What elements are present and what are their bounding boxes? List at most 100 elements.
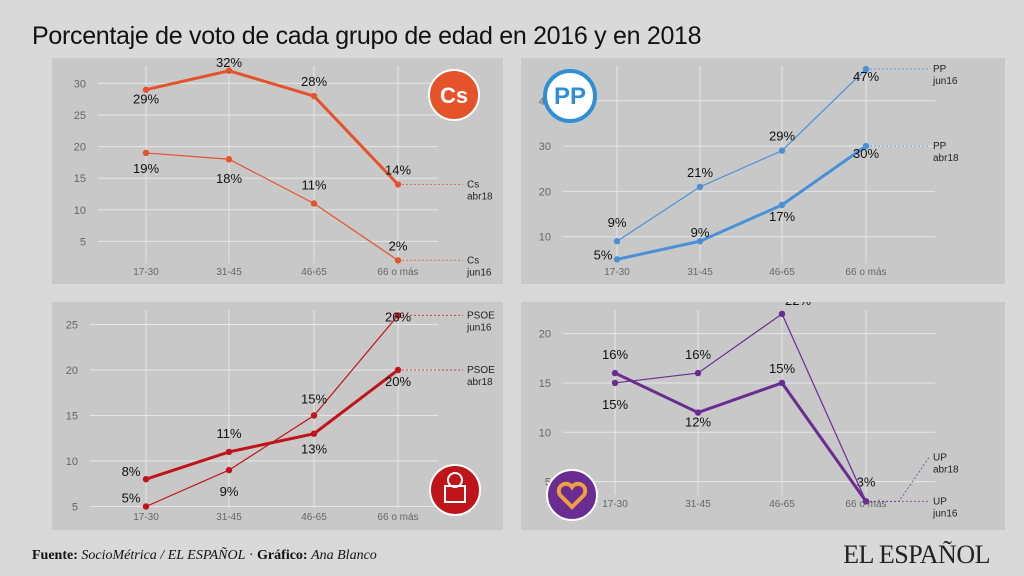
data-point: [613, 238, 621, 245]
data-point: [611, 379, 619, 387]
data-point: [225, 448, 233, 456]
series-line: [145, 368, 399, 481]
data-point: [694, 369, 702, 377]
source-label: Fuente:: [32, 548, 78, 563]
data-point: [142, 86, 150, 93]
data-label: 47%: [853, 69, 879, 84]
x-tick-label: 17-30: [133, 512, 159, 523]
data-label: 16%: [602, 347, 628, 362]
data-point: [225, 67, 233, 74]
legend-series-date: jun16: [932, 508, 958, 519]
y-tick-label: 10: [66, 456, 78, 468]
data-label: 5%: [594, 247, 613, 262]
author: Ana Blanco: [311, 548, 377, 563]
data-label: 13%: [301, 442, 327, 457]
data-label: 3%: [857, 474, 876, 489]
data-label: 30%: [853, 146, 879, 161]
y-tick-label: 20: [66, 365, 78, 377]
chart-svg: 5 10 15 20 25 17-30 31-45 46-65 66 o más 5% 9% 15% 2…: [66, 309, 495, 523]
data-point: [225, 466, 233, 474]
data-point: [696, 183, 704, 191]
data-point: [142, 476, 150, 483]
x-tick-label: 31-45: [216, 512, 242, 523]
data-point: [142, 149, 150, 157]
x-tick-label: 46-65: [301, 267, 327, 278]
legend-series-date: jun16: [932, 76, 958, 87]
y-tick-label: 5: [72, 502, 78, 514]
cs-logo-icon: [428, 69, 480, 121]
series-line: [145, 315, 399, 508]
data-point: [142, 503, 150, 510]
legend-series-name: UP: [933, 496, 947, 507]
legend-series-date: abr18: [467, 377, 493, 388]
legend-series-date: abr18: [467, 192, 493, 203]
data-point: [694, 409, 702, 416]
data-point: [310, 92, 318, 100]
data-label: 18%: [216, 171, 242, 186]
data-label: 15%: [769, 361, 795, 376]
data-label: 8%: [122, 464, 141, 479]
y-tick-label: 10: [539, 232, 551, 244]
data-label: 17%: [769, 209, 795, 224]
legend-series-name: Cs: [467, 255, 479, 266]
data-label: 11%: [301, 177, 326, 192]
y-tick-label: 30: [539, 141, 551, 153]
legend-series-date: abr18: [933, 153, 959, 164]
separator: ·: [245, 548, 258, 563]
y-tick-label: 5: [545, 477, 551, 489]
data-label: 26%: [385, 309, 411, 324]
data-point: [613, 256, 621, 263]
data-label: 2%: [389, 238, 408, 253]
legend-series-date: jun16: [466, 267, 492, 278]
x-tick-label: 31-45: [216, 267, 242, 278]
data-label: 16%: [685, 347, 711, 362]
legend-series-name: PP: [933, 141, 947, 152]
y-tick-label: 15: [539, 378, 551, 390]
chart-svg: 5 10 15 20 25 30 17-30 31-45 46-65 66 o más 29% 32%…: [74, 58, 493, 278]
data-point: [310, 200, 318, 207]
data-label: 20%: [385, 374, 411, 389]
y-tick-label: 20: [74, 142, 86, 154]
legend-series-name: UP: [933, 452, 947, 463]
legend-series-date: jun16: [466, 322, 492, 333]
logo-text: PP: [554, 83, 586, 110]
data-label: 11%: [216, 426, 241, 441]
rose-icon: [447, 472, 463, 488]
page-title: Porcentaje de voto de cada grupo de edad…: [32, 22, 702, 50]
series-line: [614, 312, 867, 502]
x-tick-label: 46-65: [769, 499, 795, 510]
y-tick-label: 10: [539, 427, 551, 439]
data-label: 19%: [133, 161, 159, 176]
x-tick-label: 66 o más: [845, 267, 886, 278]
chart-up: 5 10 15 20 17-30 31-45 46-65 66 o más 16% 12% 15% 3…: [521, 302, 1005, 530]
source: SocioMétrica / EL ESPAÑOL: [81, 548, 246, 563]
data-point: [696, 238, 704, 245]
series-line: [614, 371, 868, 503]
y-tick-label: 15: [74, 173, 86, 185]
x-tick-label: 46-65: [769, 267, 795, 278]
data-point: [611, 369, 619, 377]
y-tick-label: 20: [539, 186, 551, 198]
data-label: 14%: [385, 163, 411, 178]
logo-text: Cs: [440, 83, 468, 108]
data-label: 32%: [216, 58, 242, 70]
y-tick-label: 25: [74, 110, 86, 122]
data-point: [778, 379, 786, 387]
y-tick-label: 25: [66, 320, 78, 332]
data-point: [778, 310, 786, 318]
x-tick-label: 17-30: [602, 499, 628, 510]
data-label: 29%: [133, 92, 159, 107]
data-label: 21%: [687, 165, 713, 180]
psoe-logo-icon: [429, 464, 481, 516]
data-label: 9%: [608, 215, 627, 230]
series-line: [145, 69, 400, 186]
x-tick-label: 46-65: [301, 512, 327, 523]
x-tick-label: 66 o más: [377, 512, 418, 523]
brand-logo: EL ESPAÑOL: [843, 540, 990, 569]
x-tick-label: 17-30: [133, 267, 159, 278]
heart-icon: [556, 481, 588, 510]
legend-series-name: PSOE: [467, 310, 495, 321]
data-point: [310, 412, 318, 419]
